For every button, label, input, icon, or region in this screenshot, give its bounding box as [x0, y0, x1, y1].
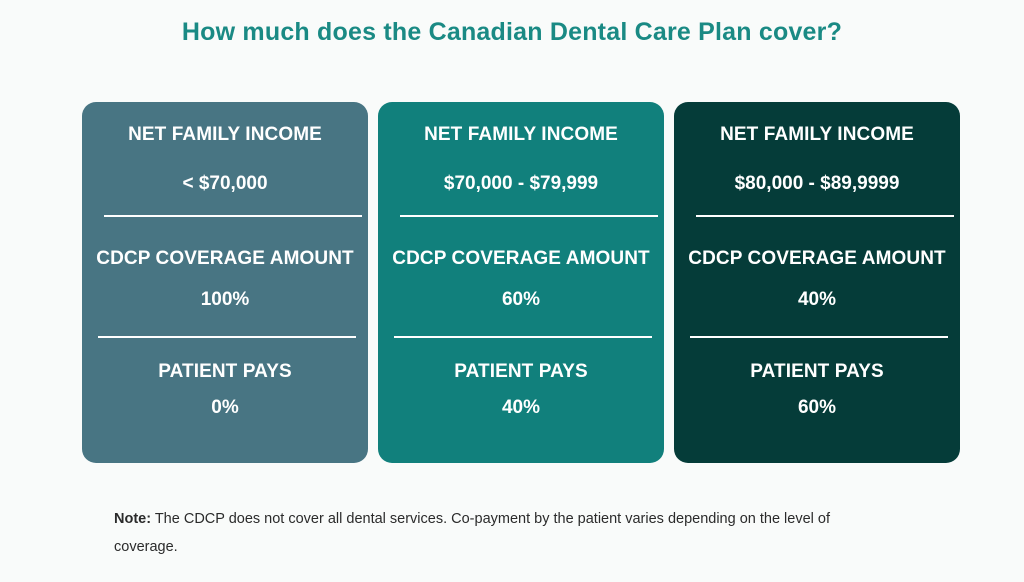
coverage-label: CDCP COVERAGE AMOUNT [392, 248, 650, 269]
coverage-value: 60% [501, 289, 541, 310]
income-value: < $70,000 [182, 173, 268, 194]
divider [104, 215, 362, 217]
coverage-value: 100% [200, 289, 250, 310]
income-label: NET FAMILY INCOME [424, 124, 618, 145]
divider [98, 336, 356, 338]
income-value: $70,000 - $79,999 [443, 173, 599, 194]
patient-pays-value: 60% [797, 397, 837, 418]
patient-pays-label: PATIENT PAYS [158, 361, 292, 382]
coverage-label: CDCP COVERAGE AMOUNT [96, 248, 354, 269]
divider [394, 336, 652, 338]
coverage-label: CDCP COVERAGE AMOUNT [688, 248, 946, 269]
divider [400, 215, 658, 217]
coverage-card-income-80000-89999: NET FAMILY INCOME $80,000 - $89,9999 CDC… [674, 102, 960, 463]
note-text: The CDCP does not cover all dental servi… [114, 511, 830, 555]
page-title: How much does the Canadian Dental Care P… [181, 18, 843, 46]
income-label: NET FAMILY INCOME [128, 124, 322, 145]
income-value: $80,000 - $89,9999 [734, 173, 900, 194]
coverage-note: Note: The CDCP does not cover all dental… [114, 505, 894, 561]
patient-pays-label: PATIENT PAYS [750, 361, 884, 382]
divider [696, 215, 954, 217]
coverage-value: 40% [797, 289, 837, 310]
income-label: NET FAMILY INCOME [720, 124, 914, 145]
patient-pays-value: 40% [501, 397, 541, 418]
coverage-card-income-70000-79999: NET FAMILY INCOME $70,000 - $79,999 CDCP… [378, 102, 664, 463]
patient-pays-value: 0% [211, 397, 239, 418]
coverage-card-income-under-70000: NET FAMILY INCOME < $70,000 CDCP COVERAG… [82, 102, 368, 463]
note-label: Note: [114, 511, 152, 527]
patient-pays-label: PATIENT PAYS [454, 361, 588, 382]
divider [690, 336, 948, 338]
